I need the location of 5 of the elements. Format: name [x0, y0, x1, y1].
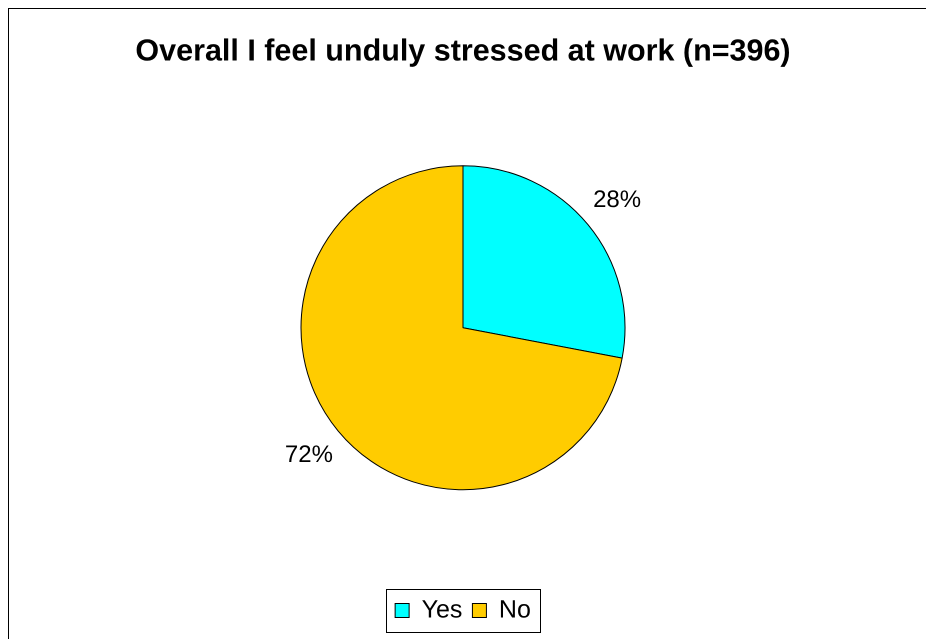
data-label: 28% [593, 186, 642, 213]
data-label: 72% [284, 440, 333, 468]
legend-label: Yes [422, 595, 462, 624]
chart-title: Overall I feel unduly stressed at work (n=396) [135, 34, 791, 68]
legend-label: No [498, 595, 531, 624]
